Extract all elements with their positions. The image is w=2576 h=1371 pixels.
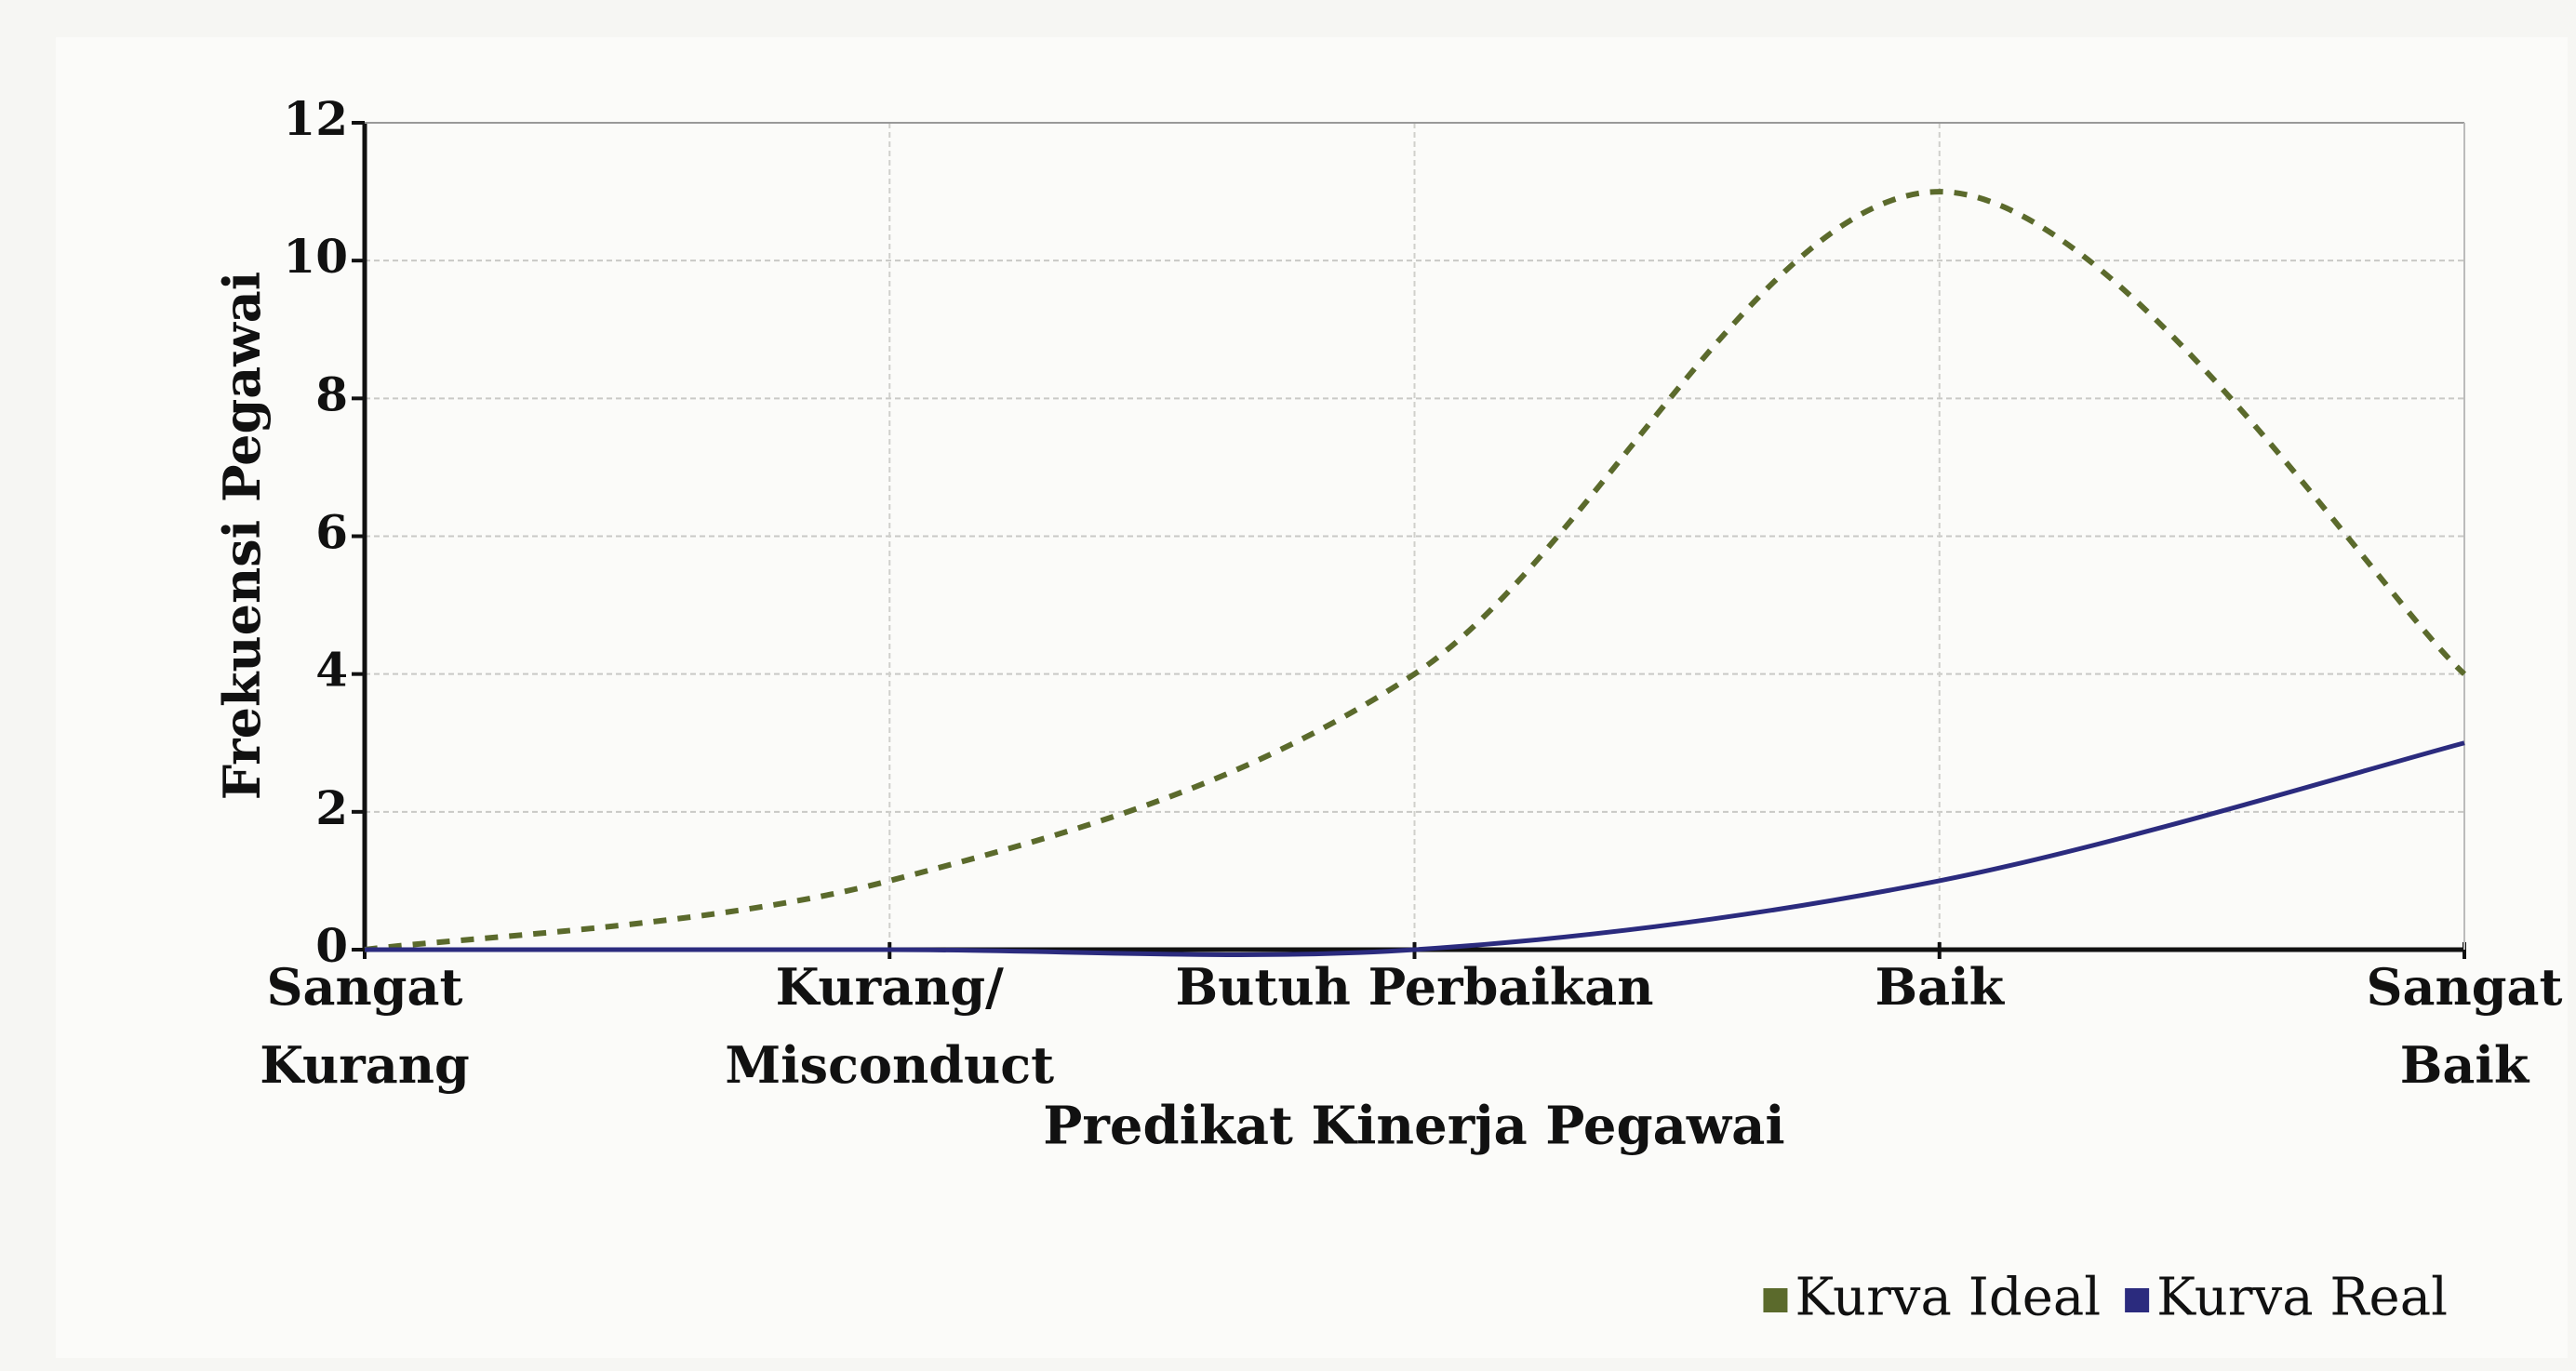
y-tick-label: 4 [315,643,348,698]
y-tick-label: 10 [283,229,348,284]
legend-marker [2125,1288,2150,1312]
x-tick-label: Kurang/Misconduct [725,957,1054,1095]
legend-label: Kurva Ideal [1795,1268,2101,1328]
x-tick-label: Sangat Kurang [260,957,469,1095]
x-tick-label: Baik [1875,957,2005,1017]
y-tick-label: 12 [283,91,348,146]
chart-background [56,37,2568,1358]
series-line [365,740,2465,957]
y-tick-label: 6 [315,505,348,560]
y-tick-label: 8 [315,366,348,421]
y-tick-label: 0 [315,918,348,973]
x-tick-label: Sangat Baik [2367,957,2563,1095]
x-tick-label: Butuh Perbaikan [1175,957,1653,1017]
y-tick-label: 2 [315,780,348,835]
legend-marker [1763,1288,1788,1312]
legend-label: Kurva Real [2156,1268,2448,1328]
y-axis-label: Frekuensi Pegawai [212,272,272,800]
x-axis-label: Predikat Kinerja Pegawai [1043,1096,1784,1157]
series-line [364,189,2467,952]
